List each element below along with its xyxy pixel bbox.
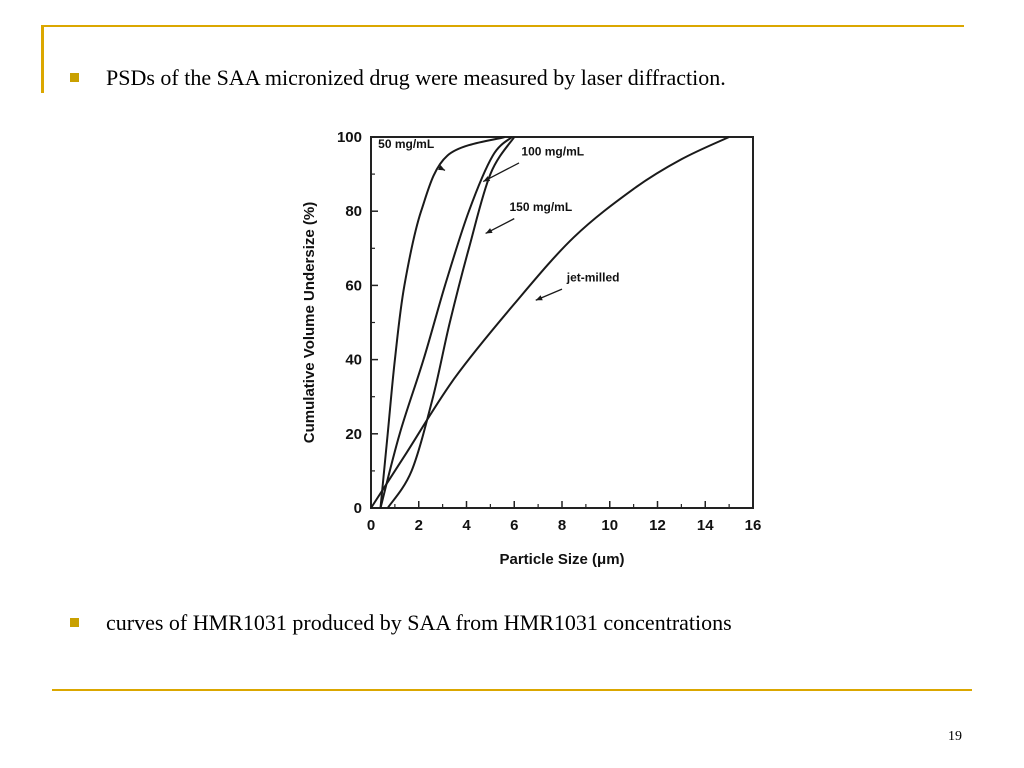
plot-frame	[370, 136, 754, 509]
annotation-arrow-head-icon	[485, 228, 493, 234]
bullet-2-text: curves of HMR1031 produced by SAA from H…	[106, 610, 732, 635]
y-tick-label: 60	[345, 277, 362, 294]
y-tick-label: 100	[337, 129, 362, 146]
annotation-arrow-head-icon	[535, 295, 543, 301]
x-tick-label: 12	[649, 517, 666, 534]
series-line	[386, 136, 516, 509]
page-number: 19	[948, 729, 962, 744]
frame-bottom-border	[52, 689, 972, 691]
y-tick-label: 80	[345, 203, 362, 220]
x-tick-label: 2	[415, 517, 423, 534]
series-line	[379, 136, 513, 509]
annotation-label: 100 mg/mL	[521, 145, 584, 159]
y-tick-label: 40	[345, 352, 362, 369]
annotation-label: 50 mg/mL	[378, 137, 434, 151]
series-line	[370, 136, 730, 509]
y-tick-label: 20	[345, 426, 362, 443]
bullet-1-text: PSDs of the SAA micronized drug were mea…	[106, 65, 726, 90]
annotation-arrow-head-icon	[438, 165, 446, 171]
y-tick-label: 0	[354, 500, 362, 517]
x-tick-label: 14	[697, 517, 714, 534]
x-tick-label: 16	[745, 517, 762, 534]
frame-top-border	[41, 25, 964, 27]
psd-chart-svg: 0 2 4 6 8 10 12 14 16 0 20 40 60 80 100 50 mg/mL 100 mg…	[301, 129, 762, 568]
series-line	[379, 136, 506, 509]
annotation-label: 150 mg/mL	[509, 200, 572, 214]
annotation-label: jet-milled	[566, 271, 620, 285]
annotation-arrow-head-icon	[483, 176, 491, 182]
psd-chart: 0 2 4 6 8 10 12 14 16 0 20 40 60 80 100 50 mg/mL 100 mg…	[292, 112, 776, 574]
x-tick-label: 10	[601, 517, 618, 534]
y-axis-label: Cumulative Volume Undersize (%)	[301, 202, 318, 443]
frame-left-border	[41, 25, 44, 93]
x-tick-label: 8	[558, 517, 566, 534]
x-tick-label: 4	[462, 517, 471, 534]
x-tick-label: 0	[367, 517, 375, 534]
x-tick-label: 6	[510, 517, 518, 534]
x-axis-label: Particle Size (μm)	[499, 551, 624, 568]
bullet-2: curves of HMR1031 produced by SAA from H…	[70, 610, 970, 636]
bullet-square-icon	[70, 618, 79, 628]
bullet-1: PSDs of the SAA micronized drug were mea…	[70, 65, 970, 91]
annotation-arrow-line	[482, 162, 520, 183]
bullet-square-icon	[70, 73, 79, 83]
